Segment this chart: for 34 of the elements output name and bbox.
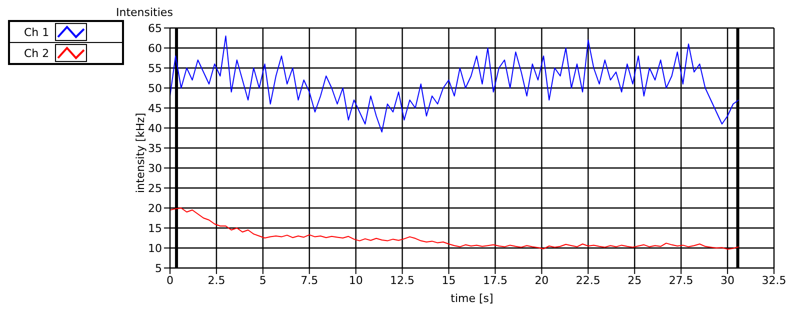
x-tick-label: 17.5 <box>482 274 508 287</box>
y-tick-label: 55 <box>148 62 162 75</box>
x-axis-title: time [s] <box>450 292 494 305</box>
x-tick-label: 25 <box>628 274 642 287</box>
x-tick-label: 15 <box>442 274 456 287</box>
y-tick-label: 40 <box>148 122 162 135</box>
line-series <box>170 208 740 250</box>
x-tick-label: 2.5 <box>208 274 226 287</box>
y-tick-label: 25 <box>148 182 162 195</box>
y-tick-label: 65 <box>148 22 162 35</box>
y-tick-label: 35 <box>148 142 162 155</box>
x-tick-label: 22.5 <box>576 274 600 287</box>
y-axis-title: intensity [kHz] <box>134 112 147 193</box>
y-tick-label: 10 <box>148 242 162 255</box>
y-tick-label: 45 <box>148 102 162 115</box>
legend-label: Ch 2 <box>23 46 50 60</box>
x-tick-label: 12.5 <box>390 274 415 287</box>
x-tick-label: 20 <box>534 274 549 287</box>
x-tick-label: 5 <box>259 274 266 287</box>
x-tick-label: 10 <box>348 274 363 287</box>
chart-title: Intensities <box>116 6 173 19</box>
y-tick-label: 15 <box>148 222 162 235</box>
y-tick-label: 30 <box>148 162 162 175</box>
y-tick-label: 20 <box>148 202 162 215</box>
x-tick-label: 27.5 <box>668 274 694 287</box>
y-tick-label: 50 <box>148 82 162 95</box>
legend-label: Ch 1 <box>23 26 50 38</box>
x-tick-label: 0 <box>166 274 174 287</box>
x-tick-label: 7.5 <box>300 274 318 287</box>
y-tick-label: 60 <box>148 42 162 55</box>
x-tick-label: 30 <box>720 274 735 287</box>
y-tick-label: 5 <box>155 262 162 275</box>
x-tick-label: 32.5 <box>762 274 786 287</box>
line-series <box>170 36 740 132</box>
